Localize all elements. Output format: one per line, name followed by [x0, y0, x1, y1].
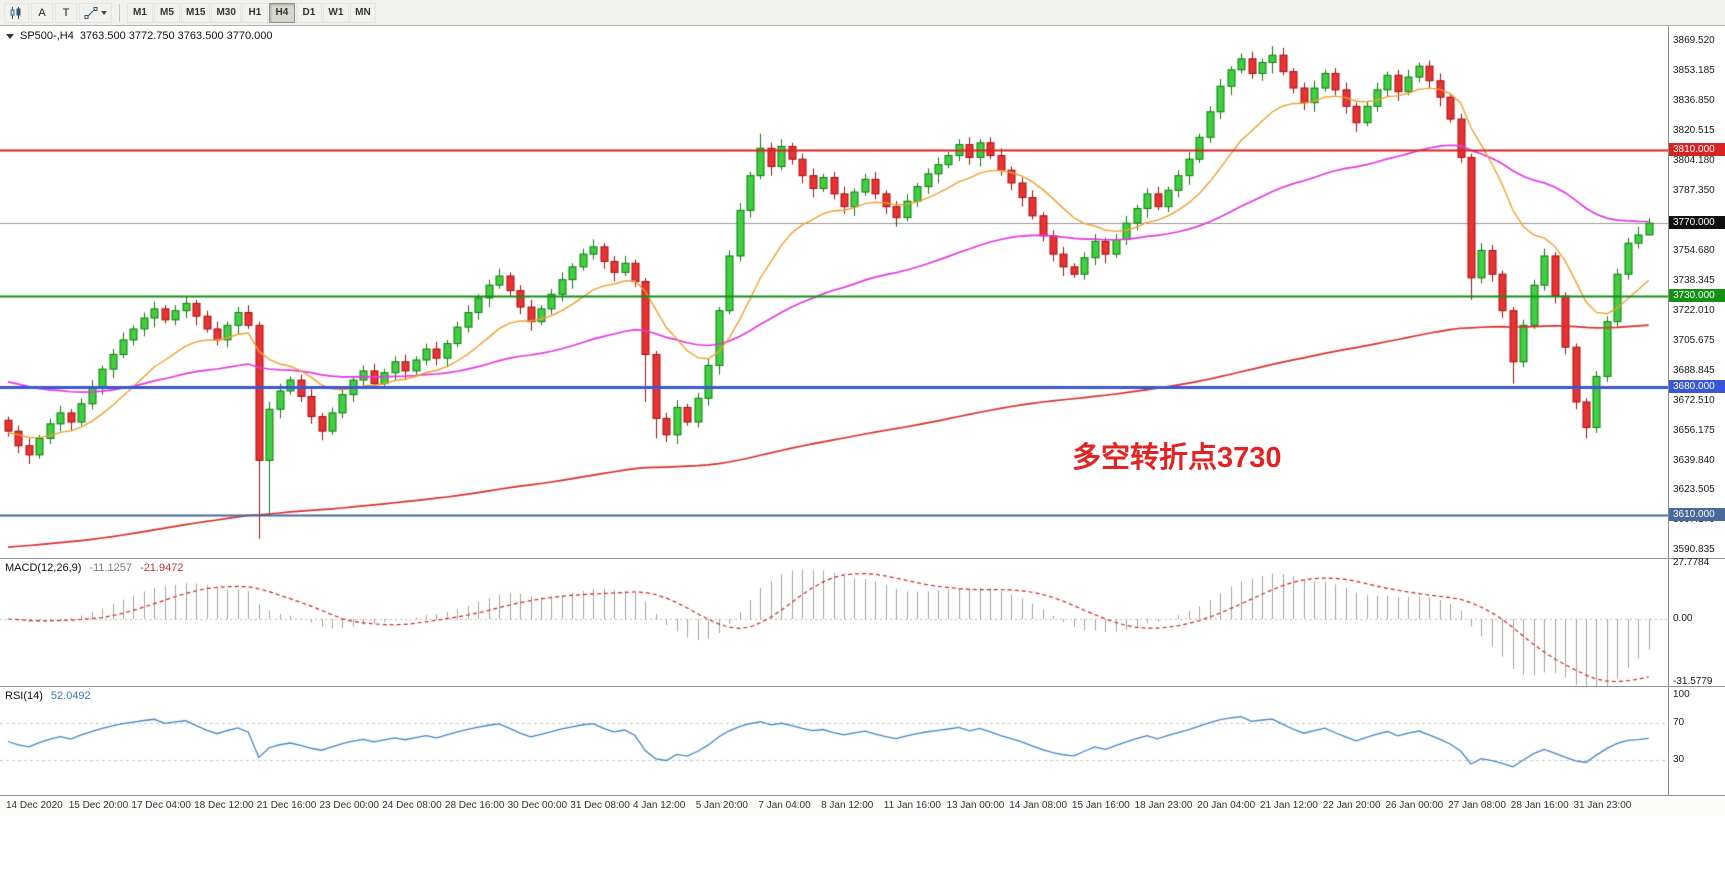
price-axis-label: 3639.840	[1673, 454, 1715, 466]
macd-axis-label: 27.7784	[1673, 557, 1710, 569]
time-axis-label: 13 Jan 00:00	[946, 800, 1005, 811]
price-axis-label: 3656.175	[1673, 424, 1715, 436]
timeframe-button-h1[interactable]: H1	[241, 2, 268, 23]
time-axis-label: 15 Dec 20:00	[68, 800, 129, 811]
time-axis-label: 5 Jan 20:00	[695, 800, 748, 811]
caret-down-icon	[101, 10, 107, 15]
price-axis-label: 3754.680	[1673, 245, 1715, 257]
timeframe-button-d1[interactable]: D1	[295, 2, 322, 23]
rsi-axis-label: 100	[1673, 688, 1690, 700]
price-axis-label: 3623.505	[1673, 484, 1715, 496]
time-axis-label: 20 Jan 04:00	[1197, 800, 1256, 811]
rsi-axis[interactable]: 100 70 30	[1668, 687, 1725, 795]
time-axis-label: 21 Dec 16:00	[256, 800, 317, 811]
time-axis-label: 31 Dec 08:00	[570, 800, 630, 811]
timeframe-button-m5[interactable]: M5	[154, 2, 180, 23]
rsi-canvas[interactable]	[0, 687, 1668, 796]
candlestick-chart-icon	[10, 6, 21, 19]
price-level-badge: 3610.000	[1669, 508, 1725, 522]
main-chart-region: SP500-,H4 3763.500 3772.750 3763.500 377…	[0, 26, 1725, 558]
text-tool-button[interactable]: A	[31, 2, 53, 23]
timeframe-button-mn[interactable]: MN	[349, 2, 376, 23]
time-axis-label: 8 Jan 12:00	[821, 800, 874, 811]
trendline-tool-icon	[84, 6, 98, 19]
time-axis-label: 14 Jan 08:00	[1009, 800, 1068, 811]
bottom-filler	[0, 816, 1725, 895]
price-level-badge: 3730.000	[1669, 289, 1725, 303]
time-axis-label: 27 Jan 08:00	[1448, 800, 1506, 811]
time-axis-label: 11 Jan 16:00	[883, 800, 941, 811]
timeframe-button-m30[interactable]: M30	[211, 2, 241, 23]
macd-canvas[interactable]	[0, 559, 1668, 687]
chart-title: SP500-,H4 3763.500 3772.750 3763.500 377…	[6, 30, 273, 42]
time-axis-label: 28 Jan 16:00	[1510, 800, 1569, 811]
toolbar-separator	[119, 3, 120, 22]
time-axis-label: 31 Jan 23:00	[1573, 800, 1632, 811]
time-axis-label: 18 Jan 23:00	[1134, 800, 1193, 811]
price-axis-label: 3738.345	[1673, 274, 1715, 286]
price-axis-label: 3722.010	[1673, 304, 1715, 316]
price-level-badge: 3770.000	[1669, 216, 1725, 230]
time-axis-label: 4 Jan 12:00	[633, 800, 686, 811]
main-chart-canvas[interactable]	[0, 26, 1668, 558]
toolbar: A T M1 M5 M15 M30 H1 H4 D1 W1 MN	[0, 0, 1725, 26]
macd-axis[interactable]: 27.7784 0.00 -31.5779	[1668, 557, 1725, 688]
macd-panel: MACD(12,26,9) -11.1257 -21.9472 27.7784 0…	[0, 557, 1725, 688]
macd-axis-label: 0.00	[1673, 613, 1693, 624]
macd-signal-value: -21.9472	[140, 562, 184, 574]
price-level-badge: 3810.000	[1669, 143, 1725, 157]
chart-collapse-icon[interactable]	[6, 33, 14, 39]
time-axis-label: 23 Dec 00:00	[319, 800, 380, 811]
macd-label: MACD(12,26,9) -11.1257 -21.9472	[5, 562, 183, 574]
price-axis-label: 3804.180	[1673, 154, 1715, 166]
rsi-indicator-name: RSI(14)	[5, 690, 43, 702]
timeframe-button-m1[interactable]: M1	[127, 2, 153, 23]
price-axis-label: 3590.835	[1673, 544, 1715, 556]
timeframe-button-m15[interactable]: M15	[181, 2, 211, 23]
price-axis-label: 3705.675	[1673, 334, 1715, 346]
time-axis-label: 22 Jan 20:00	[1322, 800, 1381, 811]
time-axis-label: 24 Dec 08:00	[382, 800, 442, 811]
rsi-value: 52.0492	[50, 690, 91, 702]
time-axis-label: 18 Dec 12:00	[194, 800, 254, 811]
time-axis-label: 28 Dec 16:00	[444, 800, 505, 811]
time-axis-label: 17 Dec 04:00	[131, 800, 191, 811]
chart-annotation-text: 多空转折点3730	[1072, 442, 1282, 474]
price-axis[interactable]: 3869.520 3853.185 3836.850 3820.515 3804.180…	[1668, 26, 1725, 558]
time-axis-label: 26 Jan 00:00	[1385, 800, 1444, 811]
macd-axis-label: -31.5779	[1673, 676, 1713, 688]
price-axis-label: 3869.520	[1673, 35, 1715, 47]
rsi-panel: RSI(14) 52.0492 100 70 30	[0, 686, 1725, 796]
price-axis-label: 3787.350	[1673, 185, 1715, 197]
price-axis-label: 3688.845	[1673, 365, 1715, 377]
timeframe-group: M1 M5 M15 M30 H1 H4 D1 W1 MN	[127, 2, 376, 23]
drawing-tools-button[interactable]	[79, 2, 112, 23]
time-axis-label: 14 Dec 2020	[6, 800, 63, 811]
price-axis-label: 3853.185	[1673, 65, 1715, 77]
price-axis-label: 3672.510	[1673, 395, 1715, 407]
time-axis-label: 7 Jan 04:00	[758, 800, 811, 811]
macd-indicator-name: MACD(12,26,9)	[5, 562, 82, 574]
price-axis-label: 3836.850	[1673, 95, 1715, 107]
rsi-label: RSI(14) 52.0492	[5, 690, 91, 702]
macd-main-value: -11.1257	[89, 562, 133, 574]
label-tool-button[interactable]: T	[55, 2, 77, 23]
price-level-badge: 3680.000	[1669, 380, 1725, 394]
chart-ohlc-values: 3763.500 3772.750 3763.500 3770.000	[79, 30, 273, 42]
rsi-axis-label: 30	[1673, 754, 1685, 766]
time-axis-label: 30 Dec 00:00	[507, 800, 568, 811]
chart-window-button[interactable]	[4, 2, 29, 23]
time-axis-label: 21 Jan 12:00	[1260, 800, 1318, 811]
time-axis-label: 15 Jan 16:00	[1071, 800, 1130, 811]
timeframe-button-w1[interactable]: W1	[322, 2, 349, 23]
timeframe-button-h4[interactable]: H4	[268, 2, 295, 23]
time-axis[interactable]: 14 Dec 2020 15 Dec 20:00 17 Dec 04:00 18 De…	[0, 795, 1725, 816]
chart-symbol-timeframe: SP500-,H4	[20, 30, 74, 42]
price-axis-label: 3820.515	[1673, 124, 1715, 136]
rsi-axis-label: 70	[1673, 716, 1685, 728]
